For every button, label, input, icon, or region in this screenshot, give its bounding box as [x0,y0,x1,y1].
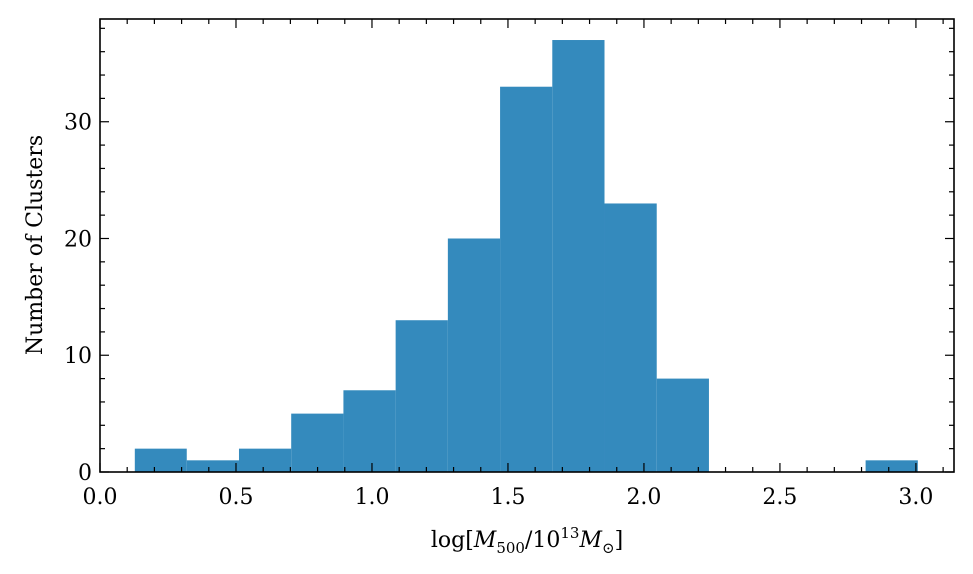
histogram-bar [447,238,501,472]
histogram-bars [134,40,918,473]
y-tick-label: 20 [64,227,92,252]
x-label-suffix: ] [615,528,624,553]
y-tick-label: 10 [64,344,92,369]
x-tick-label: 0.5 [218,485,253,510]
x-tick-labels: 0.0 0.5 1.0 1.5 2.0 2.5 3.0 [83,485,934,510]
histogram-bar [343,390,396,472]
x-label-m: M [473,528,497,553]
histogram-bar [134,448,187,472]
histogram-bar [604,203,657,472]
y-tick-labels: 0 10 20 30 [64,111,92,486]
histogram-bar [656,378,709,472]
x-tick-label: 2.5 [762,485,797,510]
x-tick-label: 1.0 [354,485,389,510]
histogram-bar [186,460,239,472]
histogram-bar [865,460,918,472]
y-tick-label: 0 [78,461,92,486]
y-tick-label: 30 [64,111,92,136]
x-tick-label: 3.0 [898,485,933,510]
x-axis-label: log[M500/1013M⊙] [431,524,623,557]
x-label-prefix: log[ [431,528,474,553]
x-tick-label: 2.0 [626,485,661,510]
x-label-m2: M [578,528,602,553]
histogram-bar [500,86,553,472]
histogram-bar [291,413,344,472]
y-axis-label: Number of Clusters [23,135,48,355]
x-tick-label: 1.5 [490,485,525,510]
x-label-sub-sun: ⊙ [602,539,615,557]
histogram-bar [395,320,448,472]
x-tick-label: 0.0 [83,485,118,510]
x-label-slash-ten: /10 [525,528,560,553]
x-label-sub-500: 500 [496,539,525,557]
histogram-bar [552,40,605,473]
x-label-sup-13: 13 [560,524,579,542]
axis-ticks [99,19,954,473]
plot-frame [99,18,955,473]
histogram-bar [238,448,292,472]
